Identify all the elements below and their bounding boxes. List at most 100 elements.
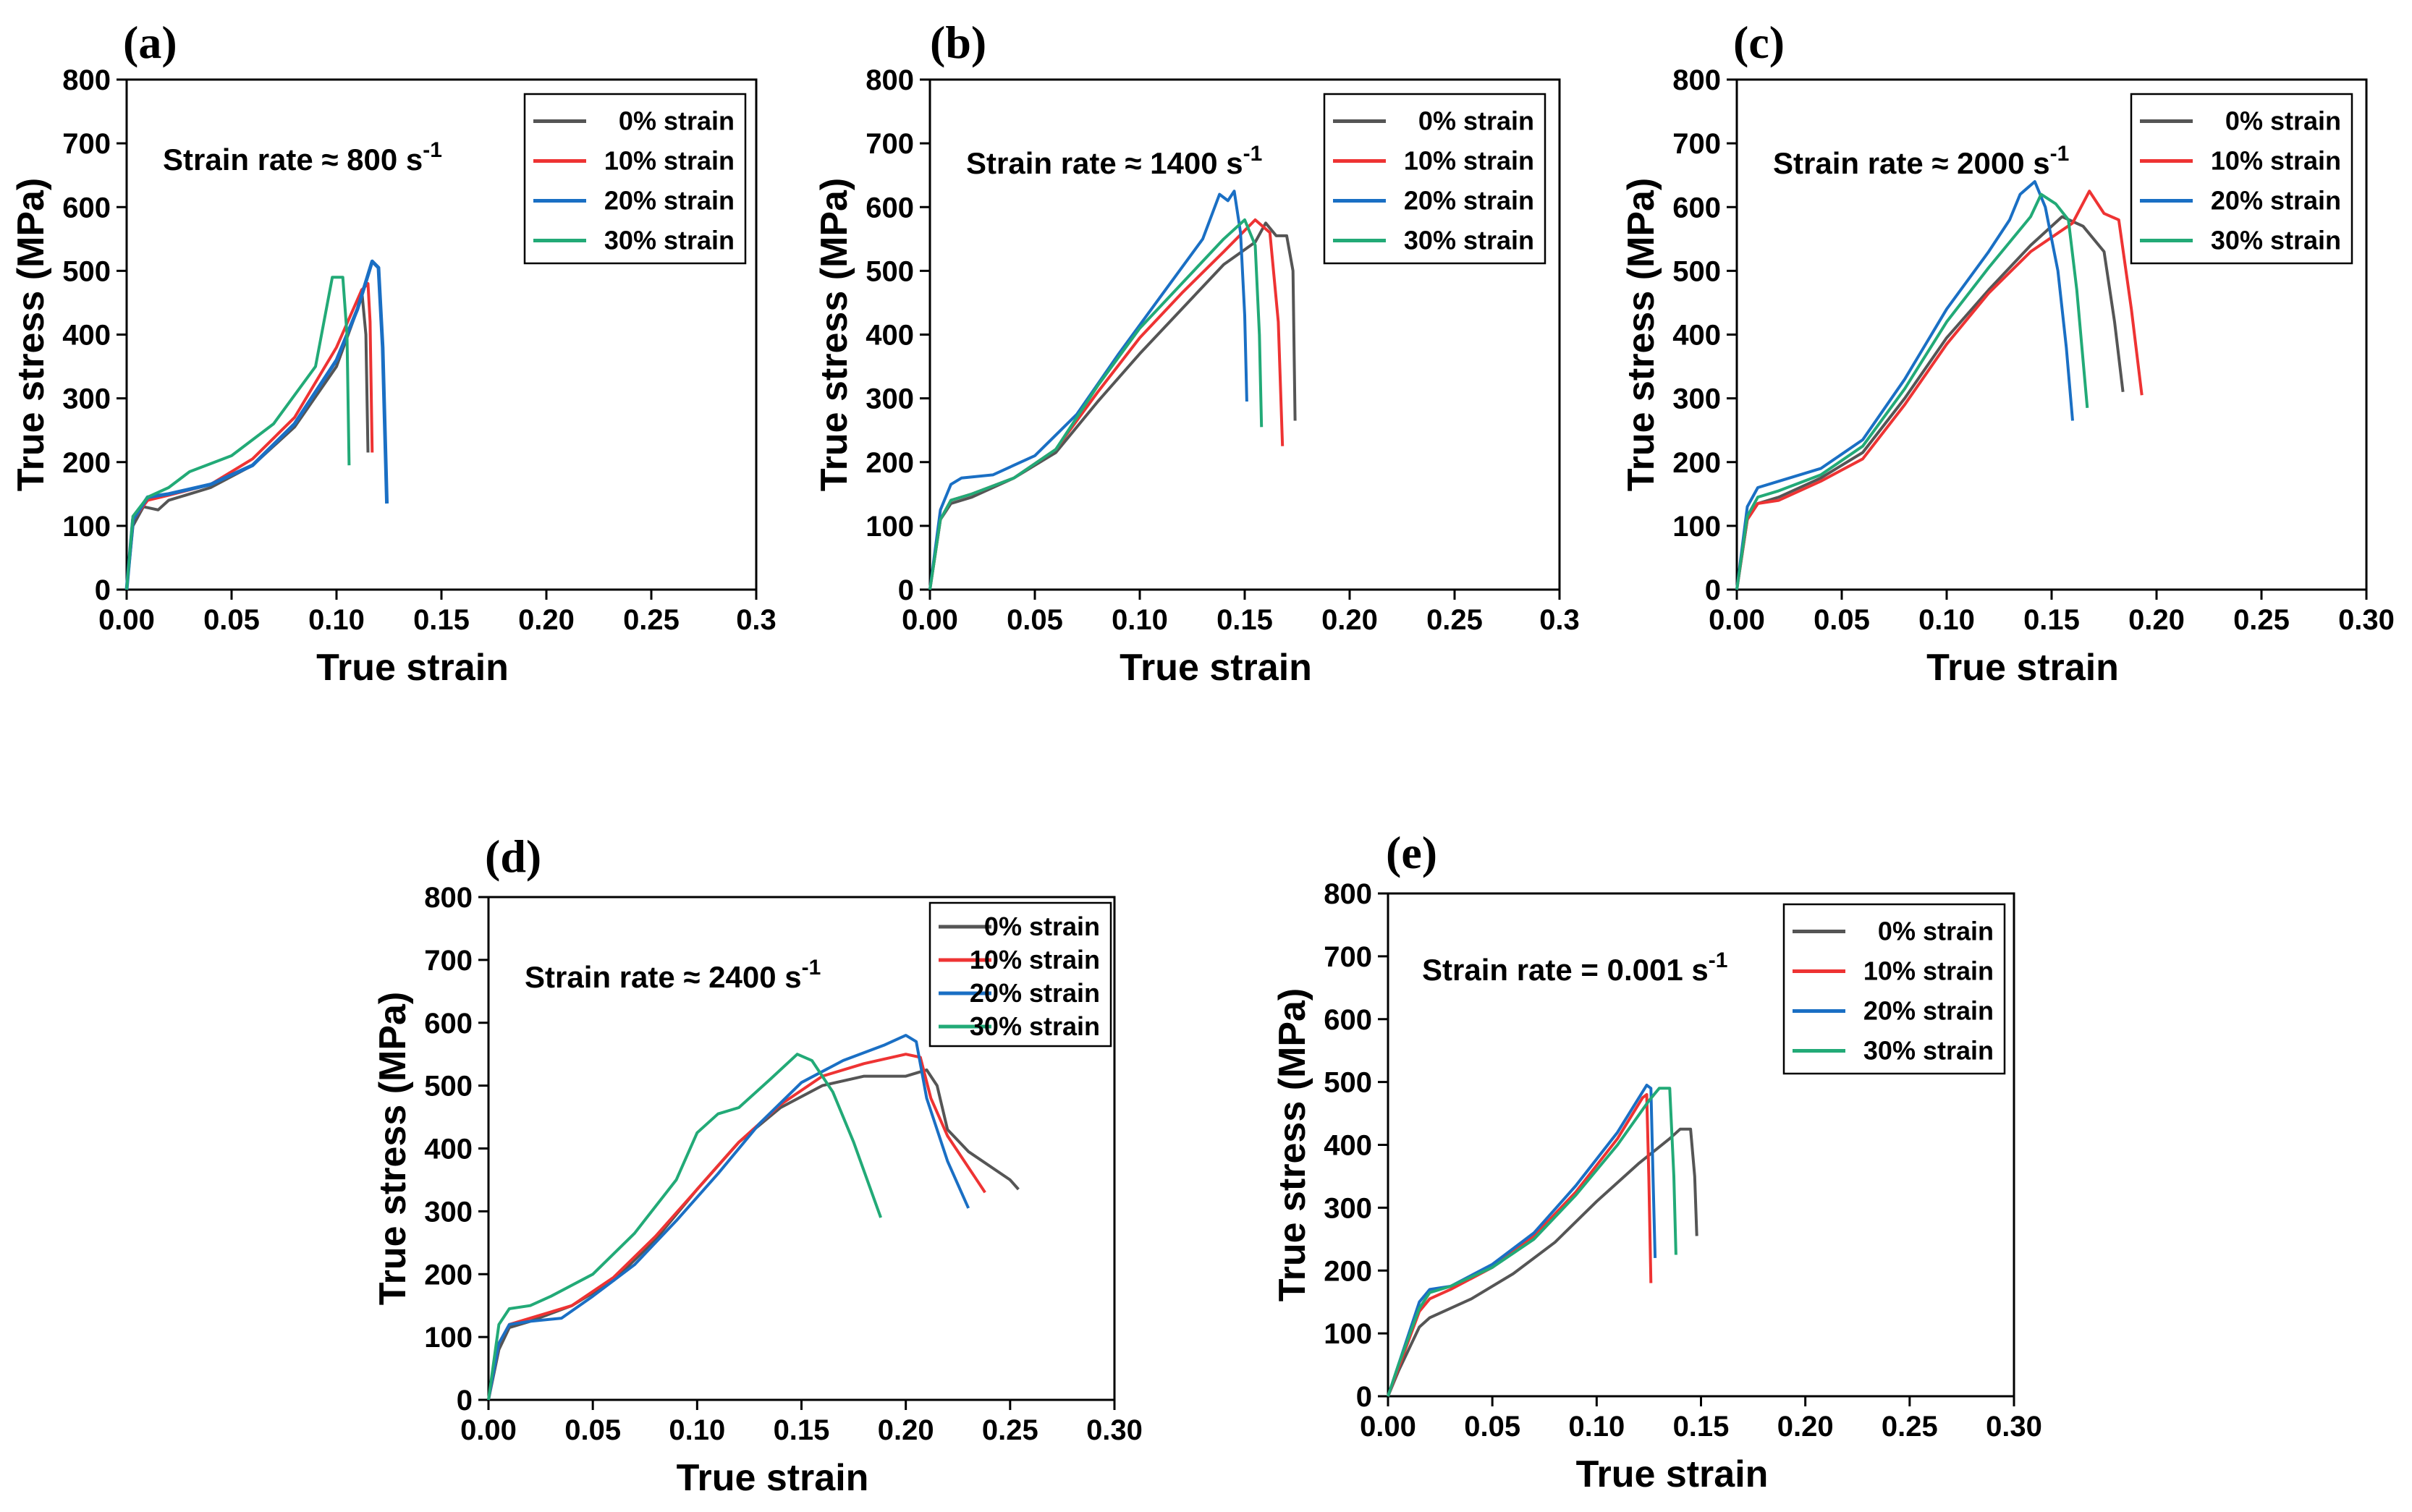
chart-4-ytick-label: 100 (1324, 1318, 1372, 1350)
chart-4-legend-label-0: 0% strain (1878, 917, 1994, 946)
chart-0-panel: (a) 0.00 0.05 0.10 0.15 0.20 0.25 0.3 0 100 200 300… (10, 17, 777, 689)
chart-2-xtick-label: 0.10 (1918, 604, 1975, 636)
chart-0-legend-label-3: 30% strain (604, 226, 735, 255)
chart-3-series-line-3 (487, 1053, 882, 1401)
chart-4-legend-box (1782, 903, 2006, 1075)
chart-3-panel-label: (d) (485, 831, 541, 882)
chart-2-ytick-label: 100 (1672, 511, 1721, 543)
chart-1-panel: (b) 0.00 0.05 0.10 0.15 0.20 0.25 0.3 0 100 200 300… (813, 17, 1580, 689)
chart-1-annotation-text: Strain rate ≈ 1400 s (966, 146, 1243, 180)
chart-0-panel-label: (a) (123, 17, 177, 68)
chart-4-xtick-label: 0.00 (1360, 1411, 1416, 1443)
chart-0-xtick-label: 0.20 (518, 604, 575, 636)
chart-3-ytick-label: 600 (424, 1008, 473, 1040)
chart-2-xtick-label: 0.00 (1709, 604, 1765, 636)
chart-4-legend-label-3: 30% strain (1863, 1036, 1994, 1066)
chart-3-panel: (d) 0.00 0.05 0.10 0.15 0.20 0.25 0.30 0 100 200 30… (372, 831, 1143, 1499)
chart-3-ytick-label: 100 (424, 1322, 473, 1354)
chart-1-xtick-label: 0.15 (1216, 604, 1273, 636)
chart-3-legend-label-1: 10% strain (970, 945, 1100, 974)
chart-2-series-line-1 (1735, 190, 2144, 590)
chart-1-series-line-0 (928, 221, 1297, 590)
chart-0-legend-label-1: 10% strain (604, 146, 735, 176)
chart-2-y-axis-label: True stress (MPa) (1620, 178, 1662, 492)
chart-2-xtick-label: 0.15 (2023, 604, 2080, 636)
chart-0-xtick-label: 0.00 (98, 604, 155, 636)
chart-1-ytick-label: 500 (866, 255, 914, 287)
chart-3-strain-rate-annotation: Strain rate ≈ 2400 s-1 (525, 956, 821, 994)
chart-4-ytick-label: 0 (1356, 1381, 1372, 1413)
chart-1-series-line-1 (928, 218, 1285, 590)
chart-2-ytick-label: 500 (1672, 255, 1721, 287)
chart-1-xtick-label: 0.00 (902, 604, 958, 636)
chart-0-legend-label-0: 0% strain (619, 106, 735, 136)
chart-2-xtick-label: 0.30 (2338, 604, 2395, 636)
chart-0-ytick-label: 700 (62, 128, 111, 160)
chart-1-ytick-label: 200 (866, 447, 914, 479)
chart-4-panel-label: (e) (1386, 827, 1437, 878)
chart-2-legend-label-2: 20% strain (2211, 186, 2341, 216)
chart-2-series-line-3 (1735, 192, 2089, 590)
chart-0-ytick-label: 600 (62, 192, 111, 224)
chart-2-xtick-label: 0.25 (2233, 604, 2290, 636)
chart-4-ytick-label: 400 (1324, 1130, 1372, 1162)
chart-2-ytick-label: 700 (1672, 128, 1721, 160)
chart-3-ytick-label: 700 (424, 945, 473, 977)
chart-0-series-line-0 (125, 288, 370, 590)
chart-0-xtick-label: 0.25 (623, 604, 680, 636)
chart-0-ytick-label: 800 (62, 64, 111, 96)
chart-3-series-line-1 (487, 1053, 986, 1401)
chart-3-xtick-label: 0.05 (564, 1414, 621, 1446)
chart-4-xtick-label: 0.20 (1777, 1411, 1834, 1443)
chart-3-ytick-label: 0 (457, 1385, 473, 1417)
chart-3-xtick-label: 0.10 (669, 1414, 725, 1446)
chart-4-legend-label-2: 20% strain (1863, 996, 1994, 1026)
chart-4-ytick-label: 300 (1324, 1192, 1372, 1224)
chart-0-ytick-label: 400 (62, 320, 111, 352)
chart-2-legend-label-3: 30% strain (2211, 226, 2341, 255)
chart-1-xtick-label: 0.10 (1112, 604, 1168, 636)
chart-1-legend-label-2: 20% strain (1404, 186, 1534, 216)
chart-1-panel-label: (b) (930, 17, 986, 68)
chart-1-xtick-label: 0.05 (1007, 604, 1063, 636)
chart-1-legend-label-3: 30% strain (1404, 226, 1534, 255)
chart-0-ytick-label: 100 (62, 511, 111, 543)
chart-4-ytick-label: 500 (1324, 1067, 1372, 1099)
chart-4-ytick-label: 600 (1324, 1004, 1372, 1036)
chart-4-series-line-3 (1387, 1087, 1677, 1397)
chart-3-ytick-label: 400 (424, 1134, 473, 1165)
chart-0-xtick-label: 0.15 (413, 604, 470, 636)
chart-3-ytick-label: 500 (424, 1071, 473, 1103)
chart-3-annotation-text: Strain rate ≈ 2400 s (525, 960, 802, 994)
chart-4-xtick-label: 0.25 (1882, 1411, 1938, 1443)
chart-3-annotation-exponent: -1 (802, 956, 821, 980)
chart-2-xtick-label: 0.05 (1814, 604, 1870, 636)
chart-2-panel-label: (c) (1733, 17, 1785, 68)
chart-3-x-axis-label: True strain (677, 1457, 869, 1499)
chart-4-x-axis-label: True strain (1576, 1453, 1769, 1495)
chart-3-legend-label-3: 30% strain (970, 1011, 1100, 1041)
chart-1-ytick-label: 600 (866, 192, 914, 224)
chart-3-series-line-2 (487, 1034, 970, 1401)
chart-4-xtick-label: 0.10 (1568, 1411, 1625, 1443)
chart-0-x-axis-label: True strain (316, 647, 509, 689)
chart-2-ytick-label: 200 (1672, 447, 1721, 479)
chart-3-xtick-label: 0.30 (1086, 1414, 1143, 1446)
chart-0-xtick-label: 0.3 (736, 604, 777, 636)
chart-0-xtick-label: 0.10 (308, 604, 365, 636)
chart-1-series-line-2 (928, 190, 1248, 590)
chart-3-xtick-label: 0.25 (982, 1414, 1038, 1446)
chart-4-xtick-label: 0.15 (1673, 1411, 1730, 1443)
chart-0-annotation-exponent: -1 (423, 138, 442, 162)
chart-2-legend-label-1: 10% strain (2211, 146, 2341, 176)
chart-0-series-line-1 (125, 282, 374, 590)
chart-2-series-line-0 (1735, 215, 2125, 590)
chart-3-ytick-label: 200 (424, 1259, 473, 1291)
chart-2-ytick-label: 600 (1672, 192, 1721, 224)
chart-3-xtick-label: 0.15 (774, 1414, 830, 1446)
chart-1-ytick-label: 100 (866, 511, 914, 543)
chart-4-series-line-2 (1387, 1084, 1657, 1397)
chart-3-legend-label-2: 20% strain (970, 978, 1100, 1008)
chart-2-xtick-label: 0.20 (2128, 604, 2185, 636)
chart-4-series-line-0 (1387, 1127, 1698, 1397)
